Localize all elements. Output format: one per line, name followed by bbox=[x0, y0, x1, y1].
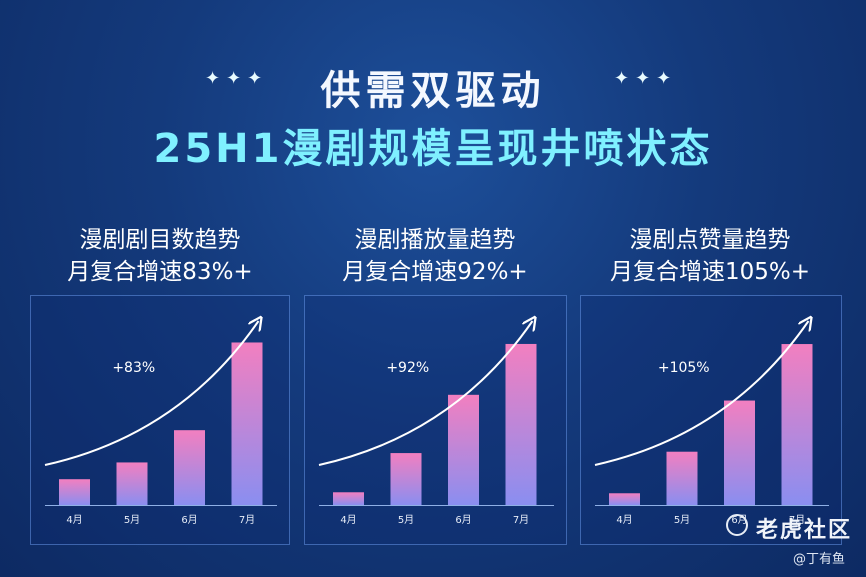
x-tick-label: 7月 bbox=[513, 514, 529, 526]
chart-panel-1: 4月 5月 6月 7月 +83% bbox=[30, 295, 290, 545]
x-tick-label: 7月 bbox=[239, 514, 255, 526]
bar-7月 bbox=[505, 343, 537, 505]
chart-panel-2: 4月 5月 6月 7月 +92% bbox=[304, 295, 567, 545]
chart-panel-3: 4月 5月 6月 7月 +105% bbox=[580, 295, 842, 545]
chart-title-2: 漫剧播放量趋势 bbox=[354, 227, 516, 253]
bar-5月 bbox=[390, 453, 422, 505]
sparkle-icon-left: ✦✦✦ bbox=[205, 68, 269, 89]
chart-heading-3: 漫剧点赞量趋势 月复合增速105%+ bbox=[565, 224, 855, 288]
chart-title-3: 漫剧点赞量趋势 bbox=[629, 227, 791, 253]
bar-7月 bbox=[231, 342, 263, 505]
growth-arrow bbox=[594, 321, 809, 466]
bar-6月 bbox=[174, 430, 205, 505]
bar-chart-3: 4月 5月 6月 7月+105% bbox=[594, 296, 829, 526]
chart-title-1: 漫剧剧目数趋势 bbox=[79, 227, 241, 253]
tiger-logo-icon bbox=[726, 514, 748, 536]
growth-annotation: +92% bbox=[386, 360, 429, 376]
bar-5月 bbox=[666, 451, 698, 505]
author-credit: @丁有鱼 bbox=[793, 552, 846, 567]
bar-6月 bbox=[724, 400, 755, 505]
x-tick-label: 5月 bbox=[398, 514, 414, 526]
bar-5月 bbox=[116, 462, 148, 505]
x-tick-label: 6月 bbox=[181, 514, 197, 526]
bar-7月 bbox=[781, 344, 813, 505]
x-tick-label: 6月 bbox=[455, 514, 471, 526]
growth-arrow bbox=[44, 321, 259, 466]
bar-chart-1: 4月 5月 6月 7月 +83% bbox=[44, 296, 277, 526]
x-tick-label: 4月 bbox=[340, 514, 356, 526]
x-tick-label: 4月 bbox=[66, 514, 82, 526]
growth-annotation: +83% bbox=[112, 360, 155, 376]
chart-heading-2: 漫剧播放量趋势 月复合增速92%+ bbox=[290, 224, 580, 288]
chart-subtitle-2: 月复合增速92%+ bbox=[342, 259, 528, 285]
watermark-text: 老虎社区 bbox=[756, 518, 853, 543]
bar-4月 bbox=[59, 479, 90, 505]
bar-4月 bbox=[609, 493, 640, 505]
bar-6月 bbox=[448, 394, 479, 505]
chart-subtitle-3: 月复合增速105%+ bbox=[609, 259, 811, 285]
growth-annotation: +105% bbox=[658, 360, 710, 376]
sparkle-icon-right: ✦✦✦ bbox=[614, 68, 678, 89]
page-title-line1: 供需双驱动 bbox=[320, 68, 546, 114]
chart-subtitle-1: 月复合增速83%+ bbox=[67, 259, 253, 285]
chart-heading-1: 漫剧剧目数趋势 月复合增速83%+ bbox=[15, 224, 305, 288]
growth-arrow bbox=[318, 321, 533, 466]
x-tick-label: 5月 bbox=[674, 514, 690, 526]
x-tick-label: 7月 bbox=[789, 514, 805, 526]
x-tick-label: 5月 bbox=[124, 514, 140, 526]
x-tick-label: 4月 bbox=[616, 514, 632, 526]
page-title-line2: 25H1漫剧规模呈现井喷状态 bbox=[153, 126, 713, 172]
bar-chart-2: 4月 5月 6月 7月 +92% bbox=[318, 296, 554, 526]
bar-4月 bbox=[333, 492, 364, 505]
